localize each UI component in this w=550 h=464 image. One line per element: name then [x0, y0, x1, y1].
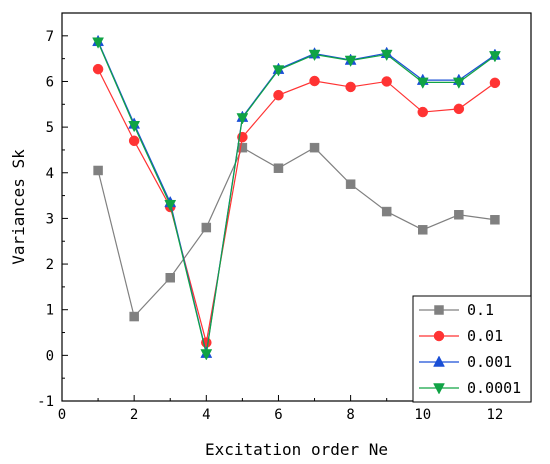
data-point [454, 210, 464, 220]
plot-border [61, 12, 532, 402]
series-0.0001 [92, 37, 501, 361]
legend-label: 0.0001 [467, 379, 521, 397]
x-tick-label: 6 [274, 407, 282, 423]
data-point [489, 77, 501, 89]
data-point [417, 106, 429, 118]
series-line [97, 146, 496, 318]
series-line [97, 41, 496, 355]
legend-swatch-marker [434, 305, 444, 315]
y-tick-label: 0 [46, 348, 54, 364]
data-point [273, 163, 284, 173]
data-point [92, 37, 104, 49]
x-tick-label: 10 [414, 407, 431, 423]
legend-item: 0.0001 [419, 379, 521, 397]
data-point [200, 349, 213, 361]
data-point [452, 77, 465, 89]
y-tick-label: -1 [37, 394, 54, 410]
data-point [381, 206, 392, 217]
legend-swatch-marker [433, 355, 445, 367]
x-axis-title: Excitation order Ne [205, 440, 388, 459]
data-point [128, 120, 141, 133]
data-point [92, 63, 104, 75]
data-point [309, 75, 320, 87]
legend-item: 0.01 [419, 327, 503, 345]
data-point [380, 49, 393, 62]
data-point [164, 199, 177, 212]
legend-label: 0.1 [467, 301, 494, 319]
data-point [309, 142, 320, 153]
y-tick-label: 7 [46, 29, 54, 45]
series-0.1 [93, 142, 500, 322]
x-tick-label: 0 [58, 407, 66, 423]
data-point [272, 65, 285, 77]
x-tick-label: 8 [346, 407, 354, 423]
data-point [453, 103, 465, 115]
data-point [93, 165, 103, 176]
y-tick-label: 1 [46, 303, 54, 319]
data-point [273, 89, 284, 101]
legend-label: 0.01 [467, 327, 503, 345]
data-point [129, 311, 139, 322]
x-tick-label: 4 [202, 407, 210, 423]
y-axis: -1 0 1 2 3 4 5 6 7 [37, 12, 68, 410]
y-axis-title: Variances Sk [9, 149, 28, 265]
plot-frame [61, 12, 532, 402]
y-tick-label: 3 [46, 211, 54, 227]
legend-label: 0.001 [467, 353, 512, 371]
data-point [308, 49, 321, 62]
data-point [381, 76, 392, 87]
data-point [237, 142, 248, 153]
data-point [416, 77, 429, 89]
y-tick-label: 5 [46, 120, 54, 136]
data-point [128, 135, 140, 147]
series-line [97, 68, 496, 343]
data-point [344, 55, 357, 68]
legend-item: 0.1 [419, 301, 494, 319]
data-point [418, 225, 428, 235]
data-point [345, 81, 356, 93]
data-point [236, 113, 249, 125]
series-line [97, 41, 496, 354]
legend-item: 0.001 [419, 353, 512, 371]
data-point [165, 273, 175, 283]
data-point [345, 179, 356, 189]
series-layer [92, 34, 501, 361]
legend: 0.1 0.01 0.001 0.0001 [412, 295, 532, 403]
legend-box [412, 295, 532, 403]
legend-swatch-marker [433, 330, 445, 342]
y-tick-label: 6 [46, 74, 54, 90]
data-point [489, 51, 501, 63]
y-tick-label: 4 [46, 166, 54, 182]
y-tick-label: 2 [46, 257, 54, 273]
x-tick-label: 12 [486, 407, 503, 423]
legend-swatch-marker [433, 383, 445, 395]
x-tick-label: 2 [130, 407, 138, 423]
data-point [201, 222, 212, 233]
data-point [490, 215, 500, 225]
